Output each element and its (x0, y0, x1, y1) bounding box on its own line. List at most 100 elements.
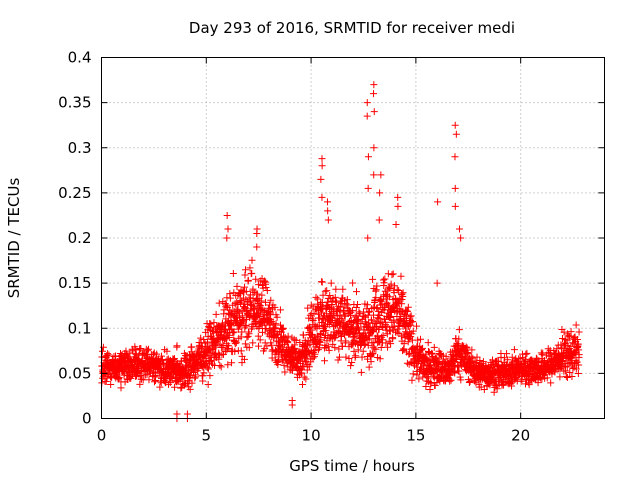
data-point (230, 328, 238, 336)
data-point (407, 333, 415, 341)
data-point (318, 162, 326, 170)
data-point (281, 368, 289, 376)
data-point (327, 279, 335, 287)
data-point (278, 325, 286, 333)
data-point (262, 283, 270, 291)
data-point (105, 351, 113, 359)
data-point (322, 327, 330, 335)
data-point (354, 301, 362, 309)
data-point (402, 315, 410, 323)
data-point (379, 331, 387, 339)
data-point (143, 371, 151, 379)
data-point (176, 360, 184, 368)
data-point (376, 355, 384, 363)
data-point (259, 328, 267, 336)
data-point (183, 410, 191, 418)
data-point (525, 381, 533, 389)
data-point (347, 308, 355, 316)
data-point (255, 301, 263, 309)
data-point (423, 357, 431, 365)
data-point (575, 361, 583, 369)
data-point (370, 90, 378, 98)
data-point (563, 363, 571, 371)
data-point (349, 307, 357, 315)
data-point (199, 377, 207, 385)
data-point (259, 284, 267, 292)
data-point (386, 285, 394, 293)
x-tick-label: 15 (406, 427, 425, 445)
data-point (572, 365, 580, 373)
data-point (403, 359, 411, 367)
data-point (433, 354, 441, 362)
data-point (368, 350, 376, 358)
data-point (431, 382, 439, 390)
data-point (409, 327, 417, 335)
data-point (345, 354, 353, 362)
data-point (256, 336, 264, 344)
x-tick-label: 10 (302, 427, 321, 445)
data-point (348, 358, 356, 366)
data-point (404, 303, 412, 311)
data-point (407, 312, 415, 320)
data-point (223, 234, 231, 242)
data-point (200, 369, 208, 377)
data-point (253, 243, 261, 251)
data-point (215, 299, 223, 307)
data-point (457, 234, 465, 242)
data-point (342, 337, 350, 345)
data-point (235, 289, 243, 297)
data-point (248, 256, 256, 264)
data-point (104, 350, 112, 358)
data-point (218, 319, 226, 327)
data-point (408, 376, 416, 384)
data-point (490, 388, 498, 396)
data-point (317, 175, 325, 183)
data-point (136, 380, 144, 388)
data-point (334, 356, 342, 364)
data-point (462, 343, 470, 351)
data-point (317, 336, 325, 344)
data-point (387, 340, 395, 348)
data-point (452, 130, 460, 138)
data-point (403, 307, 411, 315)
data-point (457, 376, 465, 384)
data-point (259, 306, 267, 314)
x-tick-label: 20 (511, 427, 530, 445)
data-point (324, 342, 332, 350)
data-point (254, 332, 262, 340)
data-point (313, 332, 321, 340)
data-point (271, 303, 279, 311)
data-point (357, 319, 365, 327)
data-point (237, 347, 245, 355)
data-point (225, 334, 233, 342)
data-point (273, 313, 281, 321)
data-point (352, 304, 360, 312)
data-point (321, 357, 329, 365)
data-point (455, 326, 463, 334)
data-point (349, 279, 357, 287)
data-point (370, 108, 378, 116)
data-point (165, 380, 173, 388)
data-point (144, 347, 152, 355)
data-point (386, 327, 394, 335)
data-point (241, 283, 249, 291)
data-point (364, 234, 372, 242)
data-point (354, 346, 362, 354)
y-tick-label: 0.4 (68, 49, 92, 67)
data-point (446, 371, 454, 379)
data-point (229, 270, 237, 278)
data-point (391, 282, 399, 290)
data-point (114, 374, 122, 382)
data-point (382, 339, 390, 347)
data-point (228, 359, 236, 367)
data-point (414, 358, 422, 366)
data-point (347, 362, 355, 370)
data-point (318, 193, 326, 201)
data-point (332, 333, 340, 341)
data-point (224, 361, 232, 369)
data-point (422, 383, 430, 391)
data-point (240, 355, 248, 363)
data-point (572, 321, 580, 329)
data-point (521, 380, 529, 388)
